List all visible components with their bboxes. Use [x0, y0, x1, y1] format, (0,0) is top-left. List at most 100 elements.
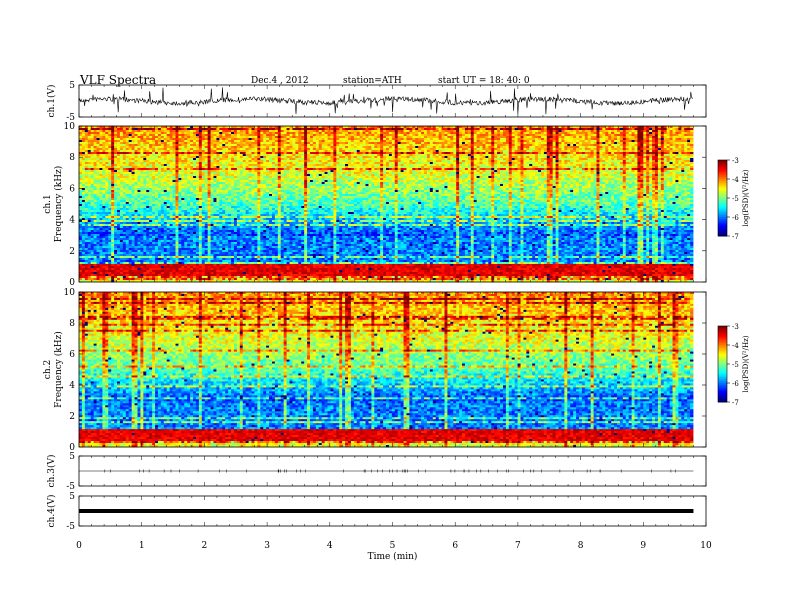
spectrogram-cell: [184, 152, 188, 155]
spectrogram-cell: [584, 136, 589, 139]
spectrogram-cell: [491, 128, 495, 131]
spectrogram-cell: [277, 136, 282, 139]
spectrogram-cell: [190, 138, 194, 141]
spectrogram-cell: [353, 138, 358, 141]
spectrogram-cell: [614, 150, 618, 153]
spectrogram-cell: [330, 126, 334, 129]
spectrogram-cell: [675, 134, 679, 137]
spectrogram-cell: [269, 138, 273, 141]
spectrogram-cell: [409, 132, 413, 135]
spectrogram-cell: [207, 138, 211, 141]
spectrogram-cell: [678, 134, 682, 137]
spectrogram-cell: [283, 144, 287, 147]
spectrogram-cell: [96, 148, 100, 151]
spectrogram-cell: [350, 148, 355, 151]
spectrogram-cell: [590, 144, 594, 147]
spectrogram-cell: [409, 140, 413, 143]
spectrogram-cell: [289, 146, 293, 149]
spectrogram-cell: [166, 134, 171, 137]
spectrogram-cell: [166, 146, 171, 149]
spectrogram-cell: [558, 130, 562, 133]
spectrogram-cell: [225, 146, 229, 149]
spectrogram-cell: [128, 140, 133, 143]
spectrogram-cell: [470, 150, 475, 153]
spectrogram-cell: [540, 144, 545, 147]
spectrogram-cell: [216, 132, 220, 135]
spectrogram-cell: [213, 126, 217, 129]
spectrogram-cell: [102, 140, 106, 143]
spectrogram-cell: [424, 128, 428, 131]
spectrogram-cell: [321, 142, 325, 145]
spectrogram-cell: [535, 146, 539, 149]
spectrogram-cell: [157, 144, 162, 147]
spectrogram-cell: [283, 150, 287, 153]
spectrogram-cell: [514, 130, 518, 133]
spectrogram-cell: [593, 126, 597, 129]
spectrogram-cell: [435, 138, 440, 141]
spectrogram-cell: [654, 140, 659, 143]
spectrogram-cell: [146, 152, 150, 155]
spectrogram-cell: [368, 148, 372, 151]
spectrogram-cell: [616, 136, 621, 139]
spectrogram-cell: [549, 144, 554, 147]
spectrogram-cell: [552, 152, 556, 155]
spectrogram-cell: [619, 140, 624, 143]
spectrogram-cell: [210, 144, 214, 147]
spectrogram-cell: [260, 134, 264, 137]
spectrogram-cell: [535, 130, 539, 133]
spectrogram-cell: [128, 130, 133, 133]
spectrogram-cell: [614, 144, 618, 147]
spectrogram-cell: [219, 140, 223, 143]
spectrogram-cell: [79, 154, 83, 157]
spectrogram-cell: [333, 138, 337, 141]
spectrogram-cell: [631, 138, 635, 141]
spectrogram-cell: [426, 130, 431, 133]
spectrogram-cell: [444, 142, 448, 145]
spectrogram-cell: [266, 144, 270, 147]
spectrogram-cell: [657, 130, 662, 133]
spectrogram-cell: [505, 126, 510, 129]
date-label: Dec.4 , 2012: [251, 76, 309, 86]
spectrogram-cell: [502, 132, 507, 135]
spectrogram-cell: [438, 146, 442, 149]
spectrogram-cell: [462, 152, 466, 155]
spectrogram-cell: [558, 148, 562, 151]
spectrogram-cell: [353, 130, 358, 133]
spectrogram-cell: [467, 140, 472, 143]
spectrogram-cell: [99, 150, 103, 153]
spectrogram-cell: [596, 128, 600, 131]
spectrogram-cell: [619, 132, 624, 135]
spectrogram-cell: [397, 134, 402, 137]
spectrogram-cell: [117, 132, 121, 135]
spectrogram-cell: [678, 132, 682, 135]
spectrogram-cell: [356, 134, 361, 137]
spectrogram-cell: [432, 152, 437, 155]
spectrogram-cell: [660, 146, 665, 149]
spectrogram-cell: [228, 150, 232, 153]
spectrogram-cell: [122, 126, 127, 129]
spectrogram-cell: [576, 134, 580, 137]
spectrogram-cell: [242, 128, 247, 131]
spectrogram-cell: [476, 140, 480, 143]
spectrogram-cell: [532, 146, 536, 149]
spectrogram-cell: [345, 128, 349, 131]
spectrogram-cell: [628, 150, 632, 153]
spectrogram-cell: [529, 144, 533, 147]
spectrogram-cell: [137, 140, 141, 143]
spectrogram-cell: [500, 140, 504, 143]
spectrogram-cell: [462, 128, 466, 131]
spectrogram-cell: [324, 148, 328, 151]
spectrogram-cell: [403, 130, 407, 133]
spectrogram-cell: [608, 130, 612, 133]
spectrogram-cell: [669, 152, 673, 155]
spectrogram-cell: [479, 144, 483, 147]
spectrogram-cell: [251, 136, 255, 139]
spectrogram-cell: [269, 140, 273, 143]
spectrogram-cell: [464, 128, 469, 131]
spectrogram-cell: [274, 150, 279, 153]
spectrogram-cell: [266, 140, 270, 143]
spectrogram-cell: [339, 126, 343, 129]
spectrogram-cell: [87, 140, 92, 143]
spectrogram-cell: [181, 148, 185, 151]
spectrogram-cell: [444, 146, 448, 149]
